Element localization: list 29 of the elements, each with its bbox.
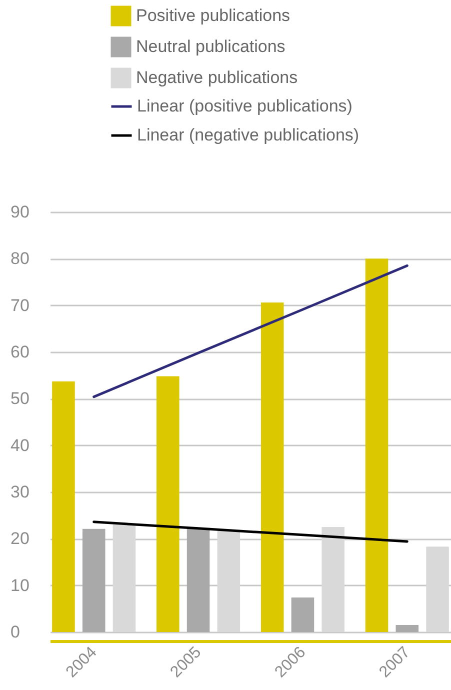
- y-tick-label: 10: [10, 576, 30, 595]
- legend-label: Negative publications: [136, 68, 298, 87]
- y-tick-label: 80: [10, 249, 30, 268]
- bar: [426, 546, 449, 632]
- bar: [156, 376, 180, 632]
- bar: [322, 527, 344, 632]
- bar: [217, 530, 240, 632]
- bar: [365, 258, 388, 632]
- y-tick-label: 70: [10, 296, 30, 315]
- bar: [186, 528, 210, 632]
- legend-label: Positive publications: [136, 6, 290, 25]
- y-tick-label: 50: [10, 389, 30, 408]
- bar: [112, 524, 136, 632]
- y-tick-label: 60: [10, 342, 30, 362]
- line-series: [92, 264, 408, 398]
- y-tick-label: 90: [10, 202, 30, 222]
- y-tick-label: 40: [10, 436, 30, 455]
- bar: [260, 302, 284, 632]
- legend-label: Neutral publications: [136, 37, 286, 56]
- bar: [291, 597, 314, 632]
- bar: [396, 625, 419, 632]
- y-tick-label: 20: [10, 529, 30, 548]
- bar: [52, 381, 75, 632]
- legend-label: Linear (negative publications): [137, 126, 360, 144]
- legend-label: Linear (positive publications): [137, 96, 352, 116]
- line-series: [92, 520, 408, 543]
- bar: [82, 528, 106, 632]
- y-tick-label: 30: [10, 482, 30, 502]
- y-tick-label: 0: [10, 622, 20, 642]
